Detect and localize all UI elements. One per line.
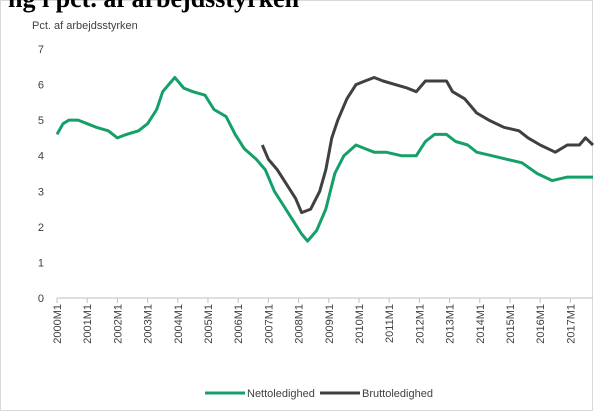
y-tick-label: 0	[38, 293, 44, 305]
line-series	[260, 76, 594, 215]
x-tick-label: 2004M1	[173, 304, 185, 344]
y-tick-label: 7	[38, 44, 44, 56]
y-tick-label: 6	[38, 80, 44, 92]
x-tick-label: 2007M1	[263, 304, 275, 344]
x-tick-label: 2003M1	[143, 304, 155, 344]
y-tick-label: 1	[38, 257, 44, 269]
y-tick-label: 3	[38, 186, 44, 198]
x-tick-label: 2000M1	[52, 304, 64, 344]
y-tick-label: 4	[38, 151, 44, 163]
x-tick-label: 2001M1	[82, 304, 94, 344]
chart-title: ng i pct. af arbejdsstyrken	[8, 0, 300, 13]
x-tick-label: 2011M1	[384, 304, 396, 343]
y-tick-label: 5	[38, 115, 44, 127]
x-tick-label: 2009M1	[324, 304, 336, 344]
x-tick-label: 2015M1	[505, 304, 517, 344]
x-tick-label: 2002M1	[112, 304, 124, 344]
x-tick-label: 2017M1	[565, 304, 577, 344]
x-tick-label: 2014M1	[475, 304, 487, 344]
x-tick-label: 2006M1	[233, 304, 245, 344]
x-tick-label: 2010M1	[354, 304, 366, 344]
legend-label: Nettoledighed	[247, 388, 315, 400]
x-tick-label: 2016M1	[535, 304, 547, 344]
y-tick-label: 2	[38, 222, 44, 234]
y-axis-label: Pct. af arbejdsstyrken	[32, 20, 138, 32]
x-tick-label: 2005M1	[203, 304, 215, 344]
x-tick-label: 2013M1	[445, 304, 457, 344]
x-tick-label: 2008M1	[294, 304, 306, 344]
legend-label: Bruttoledighed	[362, 388, 433, 400]
line-series	[55, 76, 593, 243]
x-tick-label: 2012M1	[414, 304, 426, 344]
